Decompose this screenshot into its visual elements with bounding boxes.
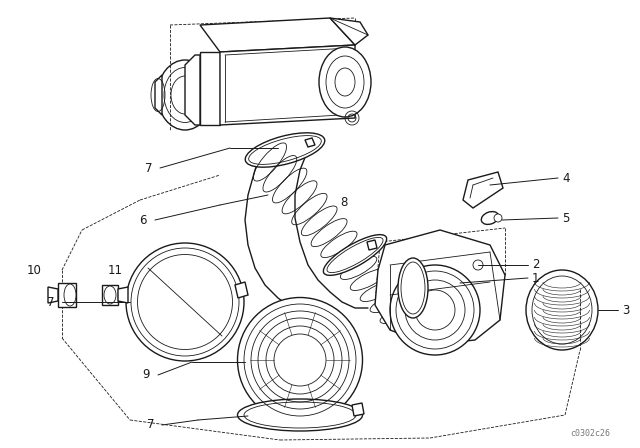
Text: 4: 4 bbox=[562, 172, 570, 185]
Polygon shape bbox=[220, 45, 355, 125]
Polygon shape bbox=[367, 240, 377, 250]
Text: 5: 5 bbox=[562, 211, 570, 224]
Polygon shape bbox=[118, 287, 128, 303]
Ellipse shape bbox=[319, 47, 371, 117]
Polygon shape bbox=[463, 172, 503, 208]
Polygon shape bbox=[235, 282, 248, 298]
Text: c0302c26: c0302c26 bbox=[570, 429, 610, 438]
Polygon shape bbox=[305, 138, 315, 147]
Polygon shape bbox=[185, 55, 200, 125]
Ellipse shape bbox=[494, 214, 502, 222]
Text: 7: 7 bbox=[147, 418, 154, 431]
Ellipse shape bbox=[64, 284, 76, 306]
Polygon shape bbox=[58, 283, 76, 307]
Text: 10: 10 bbox=[27, 263, 42, 276]
Text: 7: 7 bbox=[145, 161, 152, 175]
Ellipse shape bbox=[473, 260, 483, 270]
Polygon shape bbox=[375, 230, 505, 345]
Ellipse shape bbox=[237, 297, 362, 422]
Ellipse shape bbox=[126, 243, 244, 361]
Polygon shape bbox=[200, 18, 355, 52]
Ellipse shape bbox=[237, 399, 362, 431]
Polygon shape bbox=[330, 18, 368, 45]
Ellipse shape bbox=[245, 133, 324, 167]
Polygon shape bbox=[102, 285, 118, 305]
Text: 1: 1 bbox=[532, 271, 540, 284]
Text: 3: 3 bbox=[622, 303, 629, 316]
Ellipse shape bbox=[398, 258, 428, 318]
Text: 6: 6 bbox=[140, 214, 147, 227]
Polygon shape bbox=[352, 403, 364, 416]
Text: 9: 9 bbox=[143, 369, 150, 382]
Ellipse shape bbox=[104, 286, 116, 304]
Ellipse shape bbox=[323, 235, 387, 276]
Ellipse shape bbox=[526, 270, 598, 350]
Polygon shape bbox=[48, 287, 58, 303]
Ellipse shape bbox=[390, 265, 480, 355]
Text: 8: 8 bbox=[340, 195, 348, 208]
Polygon shape bbox=[155, 75, 162, 115]
Text: 7: 7 bbox=[47, 296, 54, 309]
Ellipse shape bbox=[157, 60, 212, 130]
Text: 11: 11 bbox=[108, 263, 123, 276]
Polygon shape bbox=[200, 52, 220, 125]
Text: 2: 2 bbox=[532, 258, 540, 271]
Ellipse shape bbox=[481, 211, 499, 224]
